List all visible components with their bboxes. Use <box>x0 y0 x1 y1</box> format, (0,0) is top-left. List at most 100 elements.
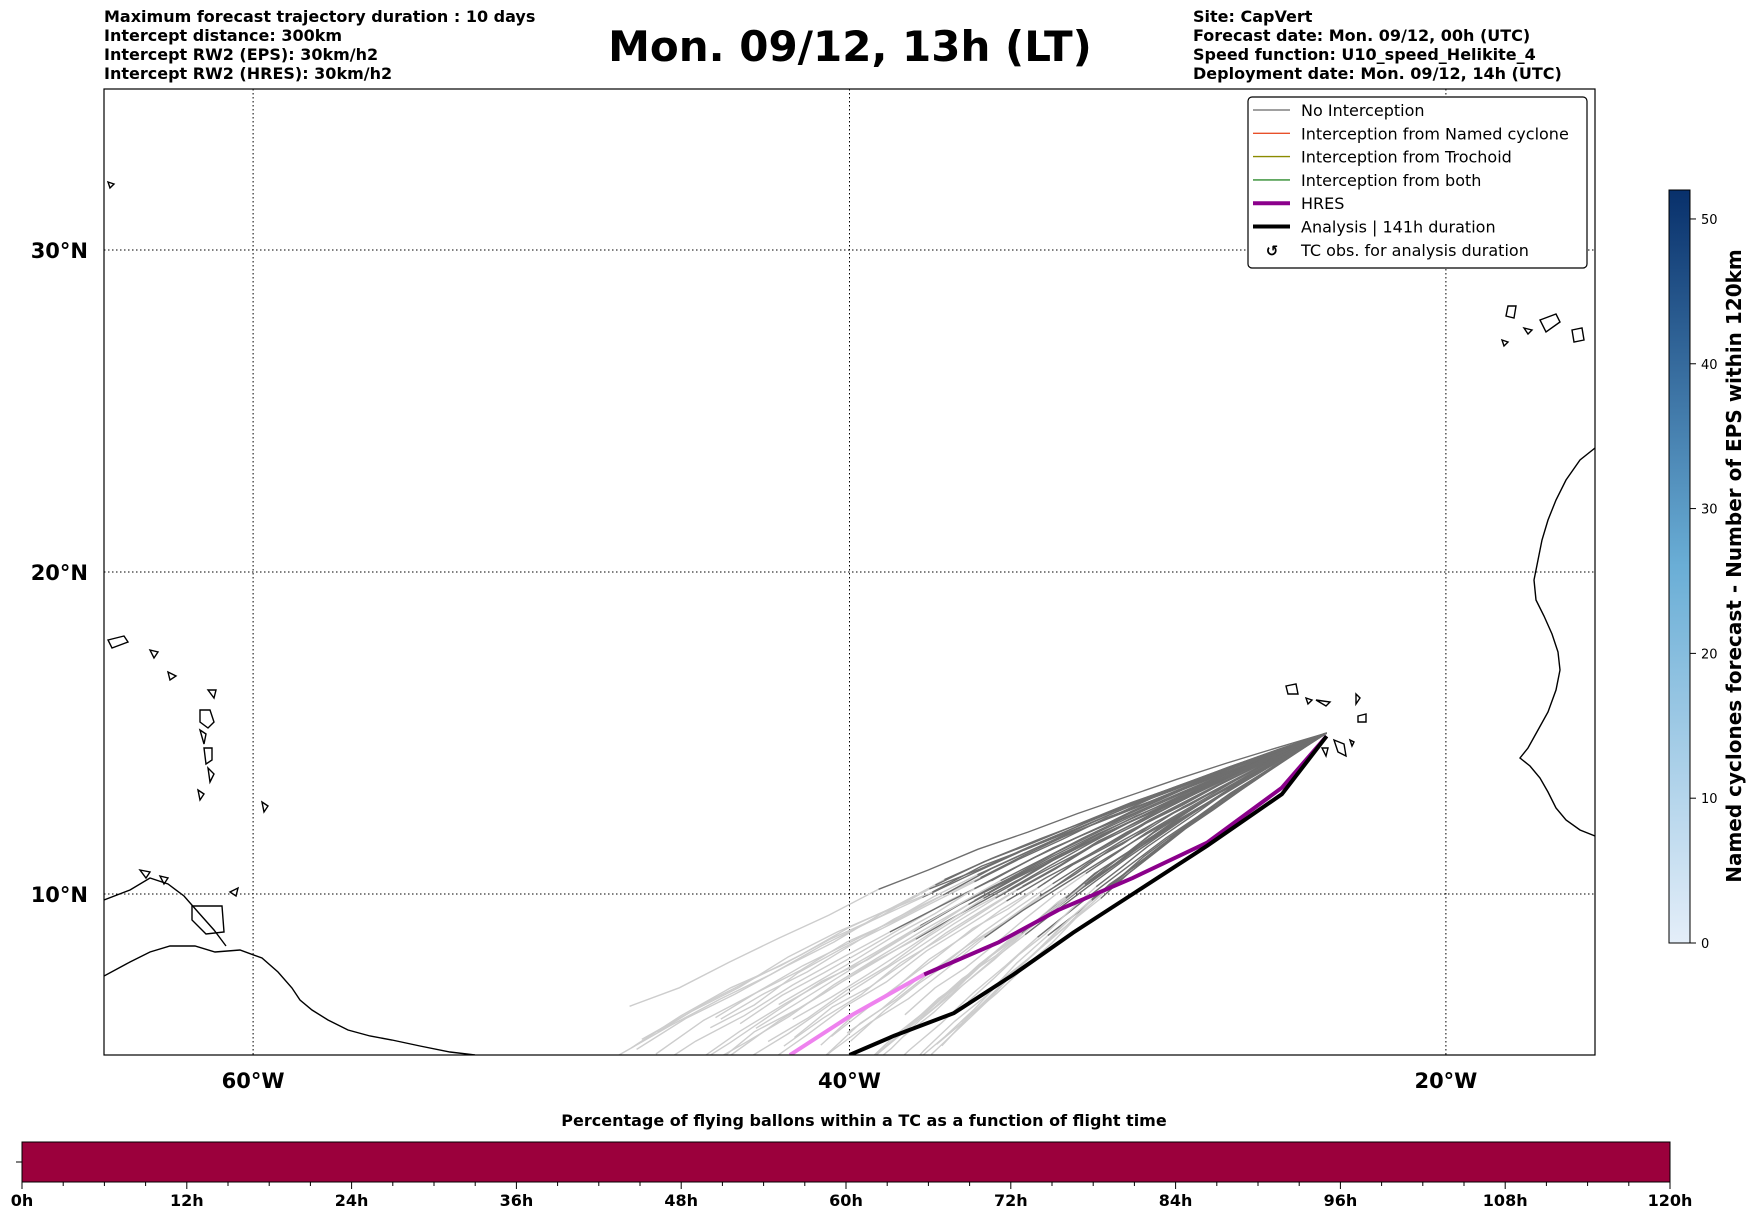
coastline-dominica <box>198 728 207 745</box>
header-right-line: Deployment date: Mon. 09/12, 14h (UTC) <box>1193 64 1562 83</box>
colorbar: 0 10 20 30 40 50 Named cyclones forecast - Nu… <box>1668 189 1746 952</box>
legend-entry-label: Interception from Named cyclone <box>1301 124 1569 143</box>
ensemble-track <box>1024 732 1327 936</box>
ensemble-track-tail <box>846 883 1053 1034</box>
coastline-bermuda <box>106 180 116 190</box>
ensemble-track <box>974 732 1327 890</box>
ensemble-track <box>1091 732 1327 901</box>
ensemble-track <box>1052 732 1327 885</box>
coastline-maio <box>1348 738 1355 748</box>
site-information: Site: CapVert Forecast date: Mon. 09/12,… <box>1193 7 1562 83</box>
header-right-line: Speed function: U10_speed_Helikite_4 <box>1193 45 1536 64</box>
hres-track-tail <box>788 972 926 1055</box>
coastline-canary-1 <box>1505 305 1517 319</box>
coastlines <box>104 180 1595 1055</box>
latitude-tick-label: 20°N <box>31 561 88 585</box>
colorbar-gradient <box>1668 189 1691 944</box>
ensemble-track-tail <box>918 935 1049 1055</box>
longitude-tick-label: 60°W <box>222 1069 285 1093</box>
map-panel: 60°W 40°W 20°W 30°N 20°N 10°N <box>31 88 1596 1093</box>
ensemble-track-tail <box>792 897 984 1020</box>
ensemble-track-tail <box>783 889 1017 1047</box>
legend-entry-label: No Interception <box>1301 101 1425 120</box>
coastline-sal <box>1355 692 1361 707</box>
ensemble-track-tail <box>777 900 1007 1055</box>
ensemble-track <box>968 732 1327 906</box>
flight-time-tick-label: 12h <box>170 1191 204 1210</box>
flight-time-tick-label: 108h <box>1483 1191 1528 1210</box>
ensemble-track-tail <box>793 885 1023 1039</box>
coastline-sao-nicolau <box>1315 699 1332 707</box>
ensemble-track-tail <box>755 879 1001 1029</box>
coastline-guadeloupe <box>199 709 215 729</box>
ensemble-track-tail <box>629 888 879 1007</box>
legend-entry-label: TC obs. for analysis duration <box>1300 241 1529 260</box>
flight-time-bar-panel: Percentage of flying ballons within a TC… <box>11 1111 1693 1210</box>
coastline-barbados <box>260 800 269 814</box>
ensemble-track-tail <box>636 891 933 1050</box>
coastline-canary-2 <box>1539 313 1561 334</box>
longitude-tick-label: 40°W <box>818 1069 881 1093</box>
flight-time-tick-label: 84h <box>1159 1191 1193 1210</box>
latitude-tick-label: 10°N <box>31 883 88 907</box>
coastline-leeward-2 <box>166 670 178 682</box>
ensemble-track-tail <box>751 897 996 1055</box>
flight-time-tick-label: 0h <box>11 1191 34 1210</box>
ensemble-track-tail <box>960 899 1093 1023</box>
coastline-leeward-1 <box>148 648 160 660</box>
ensemble-track <box>1084 732 1327 885</box>
coastline-grenada <box>196 788 205 802</box>
page-title: Mon. 09/12, 13h (LT) <box>608 22 1092 71</box>
coastline-santo-antao <box>1285 683 1299 695</box>
coastline-fogo <box>1320 747 1329 759</box>
latitude-tick-label: 30°N <box>31 239 88 263</box>
flight-time-tick-label: 24h <box>335 1191 369 1210</box>
ensemble-track-tail <box>967 886 1097 1003</box>
coastline-venezuela-coast <box>104 877 227 947</box>
hres-track <box>923 734 1329 977</box>
coastline-santiago <box>1332 738 1347 758</box>
colorbar-label: Named cyclones forecast - Number of EPS … <box>1722 249 1746 883</box>
ensemble-track <box>1037 732 1327 889</box>
flight-time-tick-label: 60h <box>829 1191 863 1210</box>
tc-obs-marker-icon: ↺ <box>1266 242 1279 260</box>
flight-time-bar <box>21 1141 1671 1183</box>
colorbar-tick-label: 0 <box>1701 937 1709 952</box>
coastline-antigua <box>206 689 217 700</box>
coastline-st-lucia <box>207 766 215 785</box>
ensemble-track-tail <box>709 881 975 1029</box>
colorbar-tick-label: 10 <box>1701 792 1718 807</box>
header-left-line: Intercept distance: 300km <box>104 26 343 45</box>
ensemble-track-tail <box>778 888 975 1006</box>
coastline-trinidad <box>191 905 225 935</box>
ensemble-track-tail <box>902 883 1086 1038</box>
flight-time-tick-label: 72h <box>994 1191 1028 1210</box>
coastline-south-america <box>104 945 476 1055</box>
analysis-track <box>848 734 1329 1055</box>
ensemble-track-tail <box>655 894 944 1055</box>
flight-time-tick-label: 48h <box>664 1191 698 1210</box>
ensemble-track <box>878 732 1327 890</box>
ensemble-track-tail <box>673 931 891 1055</box>
ensemble-track <box>1065 732 1327 899</box>
ensemble-track-tail <box>903 936 1038 1055</box>
flight-time-tick-label: 36h <box>500 1191 534 1210</box>
forecast-parameters: Maximum forecast trajectory duration : 1… <box>104 7 535 83</box>
coastline-sao-vicente <box>1304 696 1314 706</box>
header-right-line: Site: CapVert <box>1193 7 1313 26</box>
ensemble-track-tail <box>630 888 930 1049</box>
legend-box <box>1247 96 1588 269</box>
ensemble-track-tail <box>922 898 1093 1055</box>
ensemble-track-tail <box>767 889 1008 1043</box>
longitude-tick-label: 20°W <box>1414 1069 1477 1093</box>
legend-entry-label: Analysis | 141h duration <box>1301 218 1496 237</box>
legend: No Interception Interception from Named c… <box>1247 96 1588 269</box>
ensemble-track <box>931 732 1327 893</box>
map-frame <box>103 88 1596 1056</box>
colorbar-tick-label: 40 <box>1701 358 1718 373</box>
coastline-canary-3 <box>1571 327 1585 343</box>
coastline-tobago <box>228 886 240 898</box>
coastline-margarita <box>158 874 170 886</box>
coastline-curacao <box>138 868 152 880</box>
